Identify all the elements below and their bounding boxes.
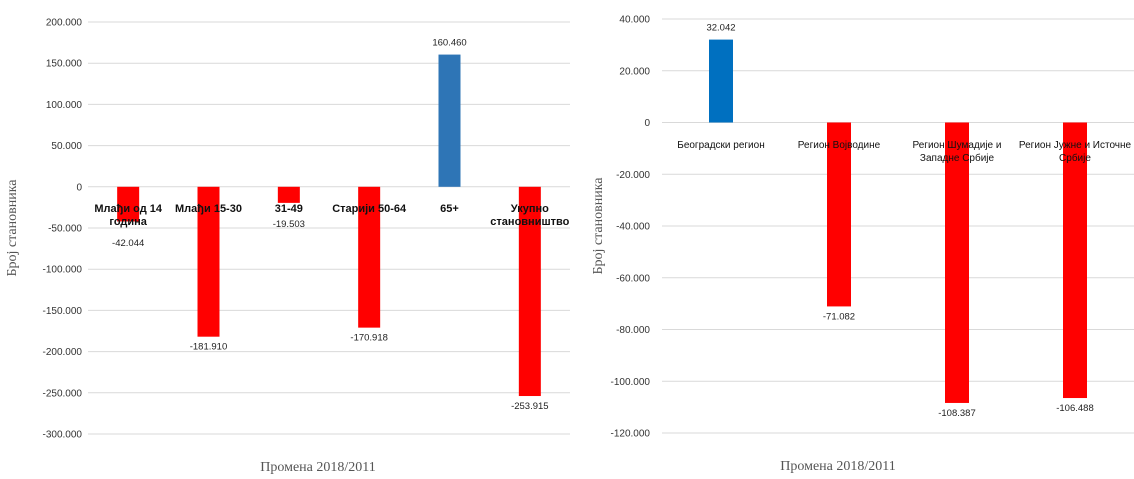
y-tick-label: -20.000: [616, 170, 650, 181]
y-tick-label: -80.000: [616, 325, 650, 336]
y-axis-title: Број становника: [5, 179, 20, 277]
bar: [277, 186, 300, 203]
y-tick-label: 50.000: [51, 141, 82, 152]
y-tick-label: -60.000: [616, 273, 650, 284]
data-label: -19.503: [273, 219, 305, 230]
x-tick-label-line: Србије: [1059, 152, 1091, 164]
x-tick-label-line: Регион Јужне и Источне: [1019, 140, 1132, 151]
y-tick-label: 0: [76, 182, 82, 193]
y-axis-title: Број становника: [591, 177, 606, 275]
x-axis-title: Промена 2018/2011: [780, 459, 896, 474]
data-label: 160.460: [432, 38, 466, 49]
bar: [945, 122, 969, 403]
x-tick-label: Млађи 15-30: [175, 203, 242, 215]
data-label: -170.918: [350, 333, 388, 344]
y-tick-label: 200.000: [46, 18, 83, 29]
x-tick-label: Старији 50-64: [332, 203, 407, 215]
bar: [197, 186, 220, 337]
data-label: -181.910: [190, 342, 228, 353]
x-tick-label-line: Млађи 15-30: [175, 203, 242, 215]
bar: [709, 39, 733, 123]
data-label: 32.042: [706, 23, 735, 34]
y-tick-label: -200.000: [43, 347, 83, 358]
x-tick-label-line: становништво: [490, 216, 569, 228]
y-tick-label: 150.000: [46, 59, 83, 70]
x-tick-label: 65+: [440, 203, 459, 215]
y-tick-label: -150.000: [43, 306, 83, 317]
data-label: -71.082: [823, 311, 855, 322]
y-tick-label: -50.000: [48, 224, 82, 235]
y-tick-label: -120.000: [611, 429, 651, 440]
y-tick-label: -250.000: [43, 388, 83, 399]
data-label: -253.915: [511, 401, 549, 412]
x-tick-label: 31-49: [275, 203, 303, 215]
bar: [117, 186, 140, 222]
x-tick-label-line: Регион Војводине: [798, 140, 881, 151]
data-label: -106.488: [1056, 403, 1094, 414]
y-tick-label: 100.000: [46, 100, 83, 111]
x-tick-label-line: 65+: [440, 203, 459, 215]
chart-age-groups: 200.000 150.000 100.000 50.000 0 -50.000 -100.…: [5, 18, 570, 475]
x-tick-label-line: Регион Шумадије и: [913, 140, 1002, 151]
y-tick-label: -100.000: [43, 265, 83, 276]
x-tick-label-line: Млађи од 14: [94, 203, 163, 215]
bar: [1063, 122, 1087, 399]
bar: [827, 122, 851, 307]
y-tick-label: 20.000: [619, 66, 650, 77]
bar: [438, 54, 461, 187]
data-label: -108.387: [938, 408, 976, 419]
bar: [358, 186, 381, 328]
x-tick-label: Београдски регион: [677, 140, 764, 151]
x-tick-label-line: Старији 50-64: [332, 203, 407, 215]
y-tick-label: -40.000: [616, 222, 650, 233]
x-tick-label-line: Западне Србије: [920, 152, 995, 164]
chart-regions: 40.000 20.000 0 -20.000 -40.000 -60.000 -80.00…: [591, 15, 1134, 474]
x-tick-label-line: Укупно: [511, 203, 549, 215]
y-tick-label: -100.000: [611, 377, 651, 388]
x-axis-title: Промена 2018/2011: [260, 460, 376, 475]
y-tick-label: 40.000: [619, 15, 650, 26]
data-label: -42.044: [112, 238, 144, 249]
bar: [518, 186, 541, 397]
x-tick-label-line: 31-49: [275, 203, 303, 215]
y-tick-label: -300.000: [43, 430, 83, 441]
y-tick-label: 0: [644, 118, 650, 129]
x-tick-label-line: Београдски регион: [677, 140, 764, 151]
x-tick-label: Регион Војводине: [798, 140, 881, 151]
x-tick-label-line: година: [109, 216, 147, 228]
